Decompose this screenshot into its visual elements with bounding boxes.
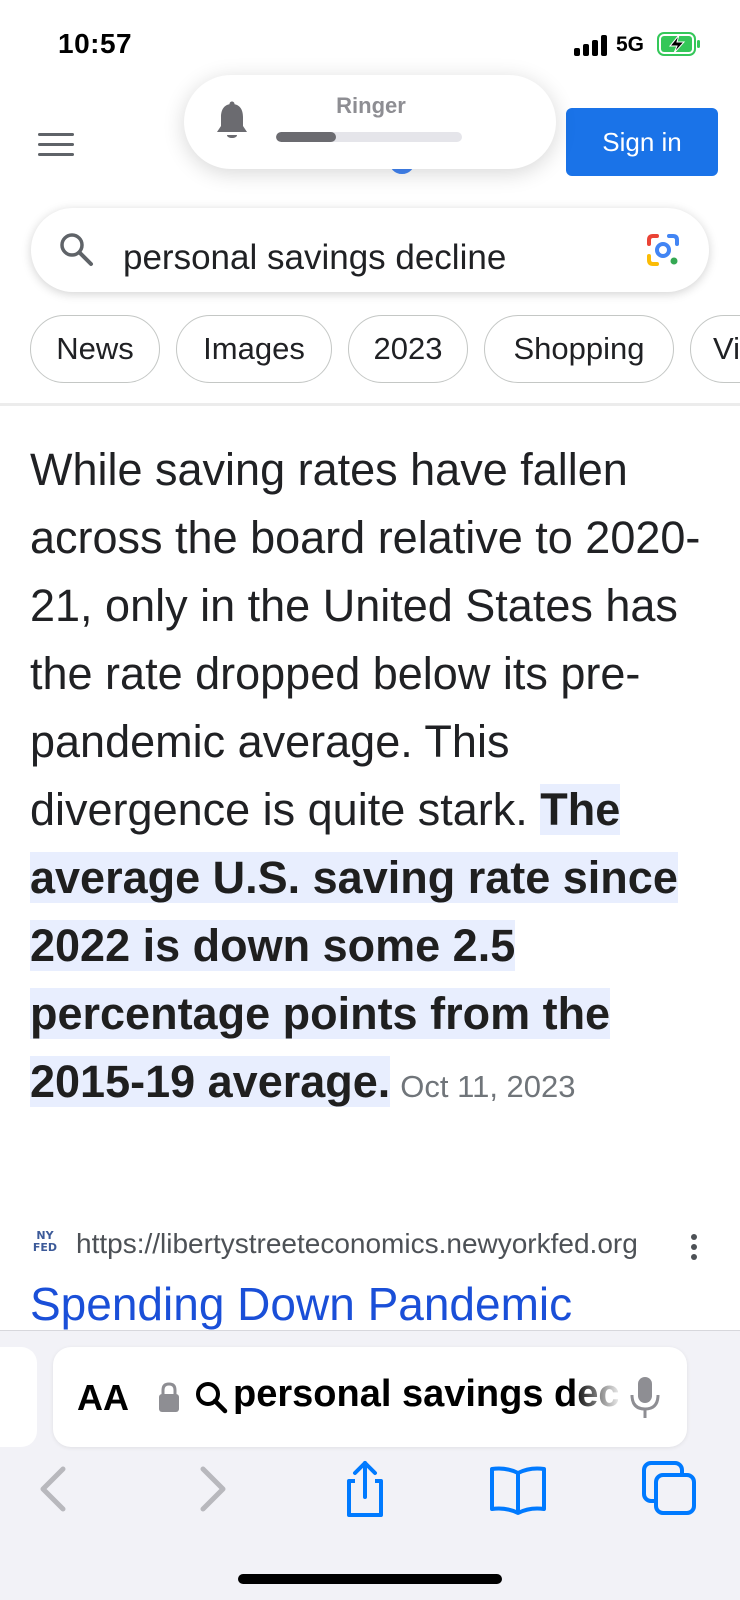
- home-indicator: [238, 1574, 502, 1584]
- result-source[interactable]: NY FED https://libertystreeteconomics.ne…: [30, 1228, 710, 1264]
- safari-bottom-bar: AA personal savings decline: [0, 1330, 740, 1600]
- chip-news[interactable]: News: [30, 315, 160, 383]
- bookmarks-icon[interactable]: [488, 1459, 548, 1519]
- chip-videos[interactable]: Vi: [690, 315, 740, 383]
- chip-shopping[interactable]: Shopping: [484, 315, 674, 383]
- chip-images[interactable]: Images: [176, 315, 332, 383]
- back-icon[interactable]: [23, 1459, 83, 1519]
- nyfed-favicon-icon: NY FED: [32, 1229, 58, 1254]
- divider: [0, 403, 740, 406]
- menu-button[interactable]: [38, 131, 74, 159]
- magnifier-icon: [196, 1382, 228, 1414]
- tabs-icon[interactable]: [640, 1459, 700, 1519]
- previous-tab-preview[interactable]: [0, 1347, 37, 1447]
- search-input[interactable]: personal savings decline: [123, 238, 507, 277]
- snippet-date: Oct 11, 2023: [400, 1069, 576, 1104]
- ringer-volume-fill: [276, 132, 336, 142]
- microphone-icon[interactable]: [628, 1375, 662, 1421]
- ringer-label: Ringer: [336, 93, 406, 118]
- search-icon: [60, 233, 93, 266]
- status-bar: 10:57 5G: [0, 0, 740, 90]
- ringer-hud: Ringer: [184, 75, 556, 169]
- lock-icon: [159, 1382, 179, 1412]
- forward-icon[interactable]: [183, 1459, 243, 1519]
- result-url[interactable]: https://libertystreeteconomics.newyorkfe…: [76, 1228, 638, 1259]
- cellular-signal-icon: [574, 34, 610, 56]
- address-text[interactable]: personal savings decline: [233, 1373, 618, 1415]
- chip-2023[interactable]: 2023: [348, 315, 468, 383]
- snippet-text: While saving rates have fallen across th…: [30, 444, 701, 835]
- reader-aa-button[interactable]: AA: [77, 1377, 129, 1419]
- result-title-link[interactable]: Spending Down Pandemic: [30, 1278, 573, 1330]
- google-lens-icon[interactable]: [643, 230, 683, 270]
- network-type: 5G: [616, 33, 645, 56]
- featured-snippet: While saving rates have fallen across th…: [30, 436, 710, 1121]
- status-time: 10:57: [58, 28, 133, 59]
- more-options-icon[interactable]: [690, 1232, 698, 1262]
- aa-label: AA: [77, 1377, 129, 1418]
- ringer-volume-bar: [276, 132, 462, 142]
- bell-icon: [217, 101, 247, 138]
- address-bar[interactable]: AA personal savings decline: [53, 1347, 687, 1447]
- search-box[interactable]: personal savings decline: [31, 208, 709, 292]
- battery-charging-icon: [657, 32, 700, 56]
- sign-in-button[interactable]: Sign in: [566, 108, 718, 176]
- search-filter-chips: News Images 2023 Shopping Vi: [30, 315, 740, 383]
- share-icon[interactable]: [335, 1459, 395, 1519]
